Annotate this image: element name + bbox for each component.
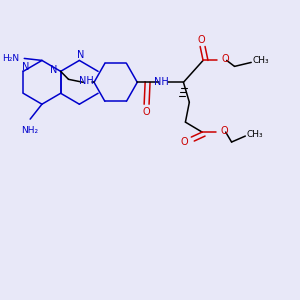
Text: N: N <box>77 50 84 60</box>
Text: N: N <box>22 62 30 72</box>
Text: O: O <box>197 34 205 44</box>
Text: CH₃: CH₃ <box>247 130 263 139</box>
Text: CH₃: CH₃ <box>253 56 269 65</box>
Text: O: O <box>221 126 228 136</box>
Text: N: N <box>50 65 58 75</box>
Text: H₂N: H₂N <box>2 54 19 63</box>
Text: O: O <box>142 107 150 117</box>
Text: NH: NH <box>79 76 94 86</box>
Text: O: O <box>181 137 188 147</box>
Text: NH: NH <box>154 77 169 87</box>
Text: NH₂: NH₂ <box>22 126 39 135</box>
Text: O: O <box>222 54 230 64</box>
